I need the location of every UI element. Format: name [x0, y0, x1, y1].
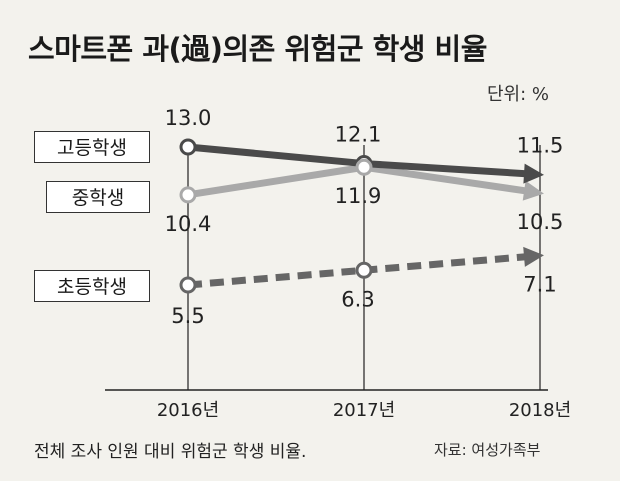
data-label-s2-3: 10.5: [517, 210, 564, 234]
x-tick-label-3: 2018년: [509, 400, 571, 421]
series-label-middle-school: 중학생: [46, 181, 150, 213]
series-arrow-2: [522, 180, 544, 201]
series-arrow-1: [523, 163, 544, 184]
data-point-s2-1: [179, 186, 197, 204]
data-label-s1-2: 12.1: [335, 123, 382, 147]
chart-title: 스마트폰 과(過)의존 위험군 학생 비율: [28, 32, 487, 66]
series-label-high-school: 고등학생: [34, 131, 150, 163]
data-label-s3-3: 7.1: [523, 273, 556, 297]
data-point-s1-1: [179, 138, 197, 156]
source-label: 자료: 여성가족부: [434, 441, 541, 459]
data-point-s2-2: [355, 158, 373, 176]
data-label-s3-1: 5.5: [171, 304, 204, 328]
data-label-s1-3: 11.5: [517, 134, 564, 158]
data-label-s1-1: 13.0: [165, 106, 212, 130]
x-tick-label-1: 2016년: [157, 400, 219, 421]
data-point-s3-1: [179, 276, 197, 294]
series-label-elementary-school: 초등학생: [34, 270, 150, 302]
data-label-s3-2: 6.3: [341, 287, 374, 311]
x-tick-label-2: 2017년: [333, 400, 395, 421]
footnote: 전체 조사 인원 대비 위험군 학생 비율.: [34, 442, 307, 462]
data-label-s2-2: 11.9: [335, 184, 382, 208]
unit-label: 단위: %: [487, 84, 550, 105]
series-arrow-3: [523, 246, 544, 267]
data-label-s2-1: 10.4: [165, 212, 212, 236]
data-point-s3-2: [355, 261, 373, 279]
